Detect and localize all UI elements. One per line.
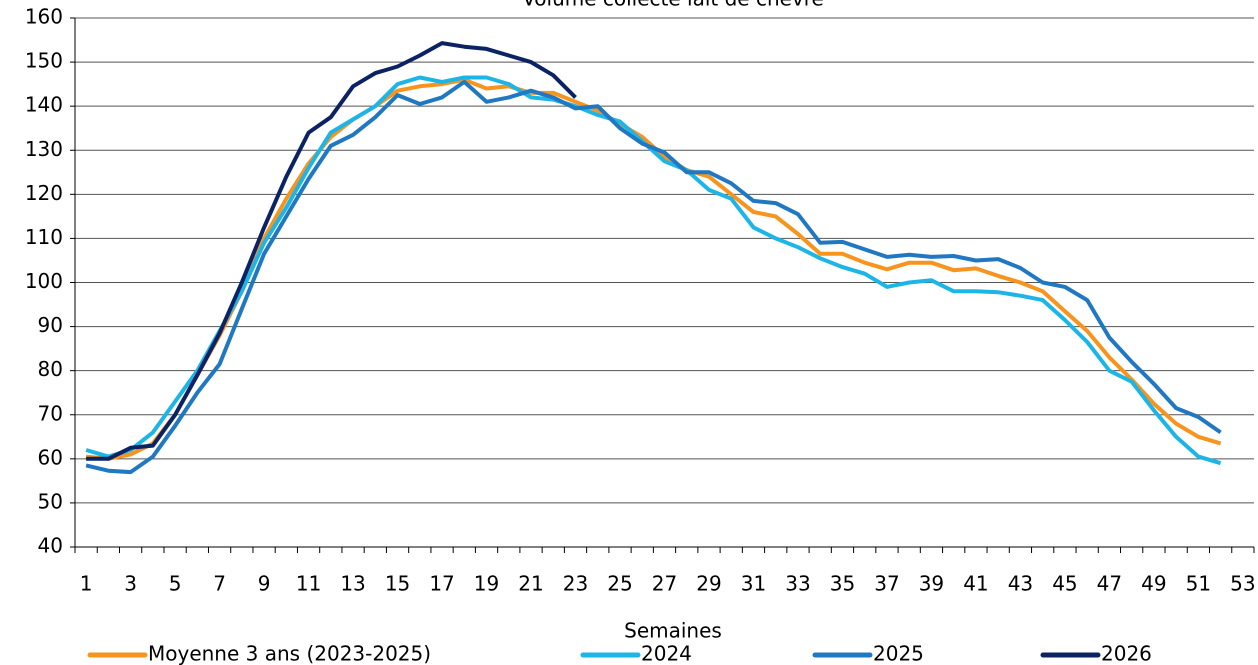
x-tick-label: 19	[474, 572, 499, 596]
x-tick-label: 45	[1052, 572, 1077, 596]
series-line	[86, 41, 577, 461]
x-tick-label: 25	[607, 572, 632, 596]
x-tick-label: 51	[1186, 572, 1211, 596]
y-tick-label: 40	[38, 534, 63, 558]
y-tick-label: 140	[25, 93, 63, 117]
legend-label: 2026	[1101, 642, 1152, 665]
x-tick-label: 29	[696, 572, 721, 596]
x-tick-label: 17	[429, 572, 454, 596]
x-tick-label: 23	[563, 572, 588, 596]
x-tick-label: 27	[652, 572, 677, 596]
x-tick-label: 5	[169, 572, 182, 596]
x-axis-label: Semaines	[624, 619, 722, 643]
x-tick-label: 53	[1230, 572, 1255, 596]
x-tick-label: 41	[963, 572, 988, 596]
x-tick-label: 37	[874, 572, 899, 596]
x-tick-label: 11	[296, 572, 321, 596]
legend-label: 2025	[873, 642, 924, 665]
y-tick-label: 160	[25, 5, 63, 29]
x-tick-label: 7	[213, 572, 226, 596]
x-tick-label: 35	[830, 572, 855, 596]
x-tick-label: 21	[518, 572, 543, 596]
legend-label: 2024	[641, 642, 692, 665]
chart-title: Volume collecté lait de chèvre	[522, 0, 824, 11]
x-tick-label: 43	[1008, 572, 1033, 596]
y-tick-label: 50	[38, 489, 63, 513]
x-tick-label: 1	[80, 572, 93, 596]
y-tick-label: 150	[25, 49, 63, 73]
x-tick-label: 47	[1097, 572, 1122, 596]
y-tick-label: 100	[25, 269, 63, 293]
y-tick-label: 130	[25, 137, 63, 161]
series-line	[85, 79, 1222, 475]
y-tick-label: 80	[38, 357, 63, 381]
x-tick-label: 39	[919, 572, 944, 596]
x-tick-label: 3	[124, 572, 137, 596]
series-line	[85, 75, 1222, 466]
legend-label: Moyenne 3 ans (2023-2025)	[148, 642, 431, 665]
y-tick-label: 90	[38, 313, 63, 337]
x-tick-label: 9	[258, 572, 271, 596]
x-tick-label: 49	[1141, 572, 1166, 596]
y-tick-label: 120	[25, 181, 63, 205]
x-tick-label: 13	[340, 572, 365, 596]
y-tick-label: 70	[38, 401, 63, 425]
y-tick-label: 110	[25, 225, 63, 249]
x-tick-label: 33	[785, 572, 810, 596]
x-tick-label: 31	[741, 572, 766, 596]
y-tick-label: 60	[38, 445, 63, 469]
x-tick-label: 15	[385, 572, 410, 596]
